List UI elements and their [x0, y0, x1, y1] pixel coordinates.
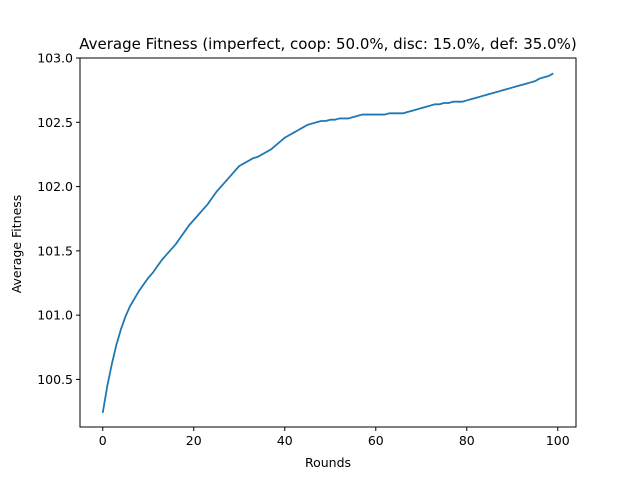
y-axis: 100.5 101.0 101.5 102.0 102.5 103.0 — [37, 51, 80, 387]
y-tick-label: 102.0 — [37, 179, 73, 194]
x-tick-label: 20 — [186, 433, 202, 448]
plot-area — [101, 72, 554, 414]
series-line-0 — [101, 72, 554, 414]
y-axis-label: Average Fitness — [9, 195, 24, 294]
x-axis: 0 20 40 60 80 100 — [99, 427, 570, 448]
y-tick-label: 102.5 — [37, 115, 73, 130]
y-tick-label: 100.5 — [37, 372, 73, 387]
x-tick-label: 100 — [546, 433, 570, 448]
x-tick-label: 60 — [368, 433, 384, 448]
chart-title: Average Fitness (imperfect, coop: 50.0%,… — [79, 35, 577, 53]
x-axis-label: Rounds — [305, 455, 351, 470]
plot-frame — [79, 57, 577, 428]
y-tick-label: 101.0 — [37, 308, 73, 323]
x-tick-label: 80 — [459, 433, 475, 448]
x-tick-label: 0 — [99, 433, 107, 448]
y-tick-label: 103.0 — [37, 51, 73, 66]
x-tick-label: 40 — [277, 433, 293, 448]
y-tick-label: 101.5 — [37, 243, 73, 258]
